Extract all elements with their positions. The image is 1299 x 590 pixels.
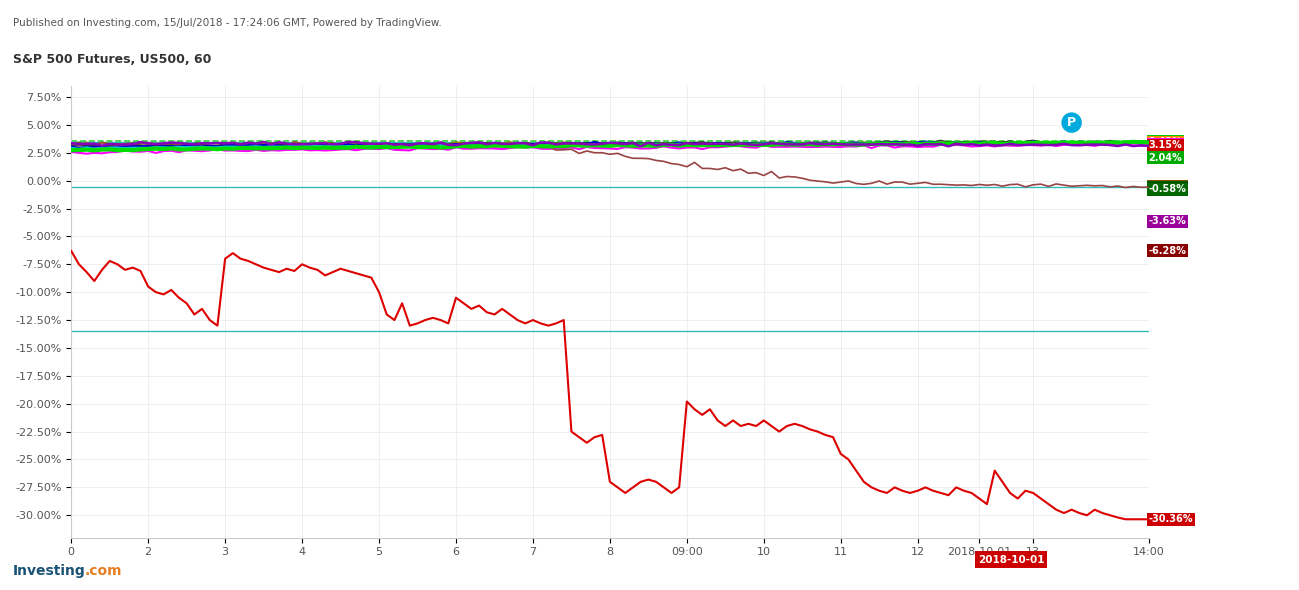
Text: -30.36%: -30.36% [1148, 514, 1192, 525]
Text: -0.53%: -0.53% [1148, 182, 1186, 192]
Text: Published on Investing.com, 15/Jul/2018 - 17:24:06 GMT, Powered by TradingView.: Published on Investing.com, 15/Jul/2018 … [13, 18, 442, 28]
Text: 2018-10-01: 2018-10-01 [978, 555, 1044, 565]
Text: S&P 500 Futures, US500, 60: S&P 500 Futures, US500, 60 [13, 53, 212, 66]
Text: -0.53%: -0.53% [1148, 183, 1186, 193]
Text: 3.21%: 3.21% [1148, 140, 1182, 150]
Text: .com: .com [84, 564, 122, 578]
Text: P: P [1066, 116, 1076, 129]
Text: 3.46%: 3.46% [1148, 137, 1182, 147]
Text: 3.44%: 3.44% [1148, 137, 1182, 148]
Text: 3.53%: 3.53% [1148, 136, 1182, 146]
Text: 3.42%: 3.42% [1148, 137, 1182, 148]
Text: Investing: Investing [13, 564, 86, 578]
Text: -6.28%: -6.28% [1148, 245, 1186, 255]
Text: 2.04%: 2.04% [1148, 153, 1182, 163]
Text: -3.63%: -3.63% [1148, 216, 1186, 226]
Text: -0.58%: -0.58% [1148, 184, 1186, 194]
Text: 3.15%: 3.15% [1148, 140, 1182, 150]
